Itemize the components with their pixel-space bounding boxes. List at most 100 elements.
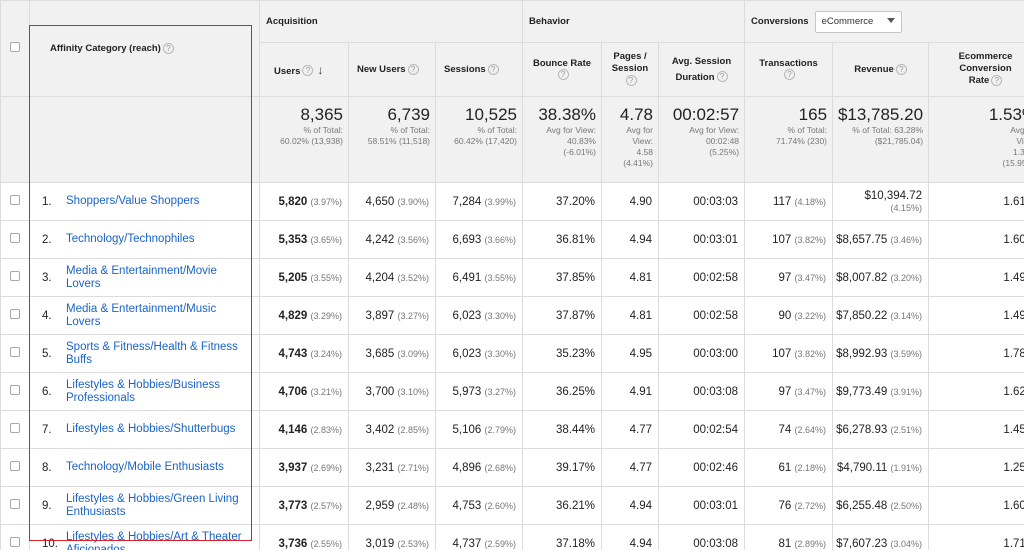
- pages-session-cell: 4.94: [601, 486, 659, 525]
- pages-session-column-header[interactable]: Pages / Session?: [601, 42, 659, 97]
- affinity-category-link[interactable]: Technology/Technophiles: [66, 233, 195, 245]
- avg-session-duration-column-header[interactable]: Avg. Session Duration?: [657, 42, 746, 97]
- row-checkbox[interactable]: [10, 537, 20, 547]
- affinity-category-link[interactable]: Media & Entertainment/Music Lovers: [66, 302, 217, 328]
- row-checkbox[interactable]: [10, 195, 20, 205]
- revenue-cell: $10,394.72 (4.15%): [832, 182, 930, 221]
- row-checkbox[interactable]: [10, 271, 20, 281]
- affinity-category-link[interactable]: Sports & Fitness/Health & Fitness Buffs: [66, 340, 238, 366]
- total-users: 8,365% of Total: 60.02% (13,938): [259, 96, 349, 183]
- table-row: 4. Media & Entertainment/Music Lovers 4,829…: [0, 296, 1024, 335]
- help-icon[interactable]: ?: [895, 63, 907, 75]
- duration-cell: 00:03:01: [657, 486, 746, 525]
- affinity-category-link[interactable]: Lifestyles & Hobbies/Shutterbugs: [66, 423, 236, 435]
- row-checkbox[interactable]: [10, 233, 20, 243]
- total-revenue: $13,785.20% of Total: 63.28% ($21,785.04): [832, 96, 930, 183]
- affinity-category-cell: 2. Technology/Technophiles: [29, 220, 260, 259]
- sort-desc-icon[interactable]: ↓: [317, 62, 324, 77]
- help-icon[interactable]: ?: [784, 69, 796, 81]
- revenue-cell: $4,790.11 (1.91%): [832, 448, 930, 487]
- help-icon[interactable]: ?: [625, 75, 637, 87]
- help-icon[interactable]: ?: [487, 63, 499, 75]
- affinity-category-link[interactable]: Lifestyles & Hobbies/Business Professiona…: [66, 378, 221, 404]
- affinity-category-cell: 1. Shoppers/Value Shoppers: [29, 182, 260, 221]
- row-index: 8.: [42, 461, 52, 474]
- row-checkbox[interactable]: [10, 499, 20, 509]
- affinity-category-cell: 3. Media & Entertainment/Movie Lovers: [29, 258, 260, 297]
- ecommerce-rate-cell: 1.78%: [928, 334, 1024, 373]
- new-users-cell: 4,650 (3.90%): [348, 182, 436, 221]
- affinity-category-link[interactable]: Lifestyles & Hobbies/Green Living Enthusi…: [66, 492, 239, 518]
- bounce-rate-cell: 36.21%: [522, 486, 602, 525]
- help-icon[interactable]: ?: [716, 71, 728, 83]
- row-index: 3.: [42, 271, 52, 284]
- ecommerce-rate-column-header[interactable]: Ecommerce Conversion Rate?: [928, 42, 1024, 97]
- bounce-rate-column-header[interactable]: Bounce Rate?: [522, 42, 602, 97]
- affinity-category-cell: 4. Media & Entertainment/Music Lovers: [29, 296, 260, 335]
- help-icon[interactable]: ?: [991, 75, 1003, 87]
- help-icon[interactable]: ?: [407, 63, 419, 75]
- users-cell: 4,829 (3.29%): [259, 296, 349, 335]
- revenue-column-header[interactable]: Revenue?: [832, 42, 930, 97]
- bounce-rate-cell: 37.87%: [522, 296, 602, 335]
- help-icon[interactable]: ?: [302, 65, 314, 77]
- transactions-cell: 74 (2.64%): [744, 410, 834, 449]
- affinity-category-link[interactable]: Shoppers/Value Shoppers: [66, 195, 200, 207]
- row-checkbox[interactable]: [10, 423, 20, 433]
- row-index: 1.: [42, 195, 52, 208]
- transactions-cell: 117 (4.18%): [744, 182, 834, 221]
- affinity-category-link[interactable]: Media & Entertainment/Movie Lovers: [66, 264, 217, 290]
- duration-cell: 00:03:08: [657, 524, 746, 550]
- chevron-down-icon: [887, 18, 896, 24]
- affinity-category-cell: 8. Technology/Mobile Enthusiasts: [29, 448, 260, 487]
- total-sessions: 10,525% of Total: 60.42% (17,420): [435, 96, 523, 183]
- revenue-cell: $6,255.48 (2.50%): [832, 486, 930, 525]
- users-column-header[interactable]: Users? ↓: [259, 42, 349, 97]
- row-checkbox[interactable]: [10, 461, 20, 471]
- new-users-cell: 3,700 (3.10%): [348, 372, 436, 411]
- table-row: 2. Technology/Technophiles 5,353 (3.65%) 4,…: [0, 220, 1024, 259]
- affinity-category-link[interactable]: Technology/Mobile Enthusiasts: [66, 461, 224, 473]
- sessions-cell: 7,284 (3.99%): [435, 182, 523, 221]
- total-pages-session: 4.78 Avg for View: 4.58 (4.41%): [601, 96, 659, 183]
- select-all-checkbox[interactable]: [10, 42, 20, 52]
- acquisition-group-header: Acquisition: [259, 0, 523, 43]
- conversions-dropdown[interactable]: eCommerce: [814, 10, 903, 33]
- affinity-category-header[interactable]: Affinity Category (reach)?: [29, 0, 260, 97]
- affinity-category-label: Affinity Category (reach): [50, 43, 161, 54]
- pages-session-cell: 4.77: [601, 448, 659, 487]
- help-icon[interactable]: ?: [557, 69, 569, 81]
- transactions-cell: 97 (3.47%): [744, 372, 834, 411]
- help-icon[interactable]: ?: [162, 42, 174, 54]
- ecommerce-rate-cell: 1.60%: [928, 220, 1024, 259]
- table-row: 3. Media & Entertainment/Movie Lovers 5,205…: [0, 258, 1024, 297]
- row-checkbox[interactable]: [10, 385, 20, 395]
- duration-cell: 00:02:58: [657, 258, 746, 297]
- transactions-column-header[interactable]: Transactions?: [744, 42, 834, 97]
- new-users-cell: 2,959 (2.48%): [348, 486, 436, 525]
- new-users-cell: 4,204 (3.52%): [348, 258, 436, 297]
- row-index: 7.: [42, 423, 52, 436]
- transactions-cell: 90 (3.22%): [744, 296, 834, 335]
- duration-cell: 00:02:58: [657, 296, 746, 335]
- revenue-cell: $6,278.93 (2.51%): [832, 410, 930, 449]
- sessions-column-header[interactable]: Sessions?: [435, 42, 523, 97]
- row-checkbox[interactable]: [10, 347, 20, 357]
- duration-cell: 00:02:46: [657, 448, 746, 487]
- transactions-cell: 97 (3.47%): [744, 258, 834, 297]
- new-users-column-header[interactable]: New Users?: [348, 42, 436, 97]
- table-row: 5. Sports & Fitness/Health & Fitness Buffs…: [0, 334, 1024, 373]
- users-cell: 3,736 (2.55%): [259, 524, 349, 550]
- row-index: 5.: [42, 347, 52, 360]
- new-users-cell: 3,019 (2.53%): [348, 524, 436, 550]
- ecommerce-rate-cell: 1.71%: [928, 524, 1024, 550]
- totals-row: 8,365% of Total: 60.02% (13,938) 6,739% o…: [0, 96, 1024, 183]
- row-checkbox[interactable]: [10, 309, 20, 319]
- new-users-cell: 3,231 (2.71%): [348, 448, 436, 487]
- pages-session-cell: 4.91: [601, 372, 659, 411]
- sessions-cell: 6,023 (3.30%): [435, 334, 523, 373]
- revenue-cell: $7,607.23 (3.04%): [832, 524, 930, 550]
- affinity-category-link[interactable]: Lifestyles & Hobbies/Art & Theater Aficio…: [66, 530, 242, 550]
